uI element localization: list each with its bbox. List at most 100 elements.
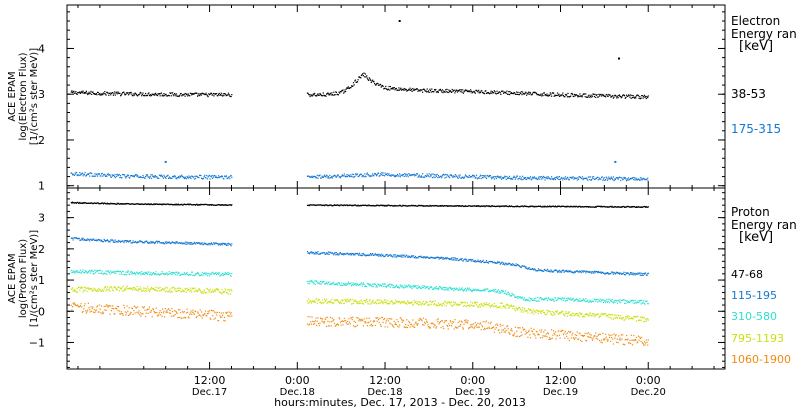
data-point (114, 286, 116, 288)
data-point (152, 203, 155, 205)
data-point (231, 272, 233, 275)
data-point (502, 305, 504, 308)
data-point (76, 93, 78, 95)
data-point (605, 206, 607, 208)
data-point (214, 176, 216, 178)
data-point (189, 242, 191, 244)
data-point (401, 254, 403, 256)
data-point (543, 311, 545, 313)
data-point (518, 178, 520, 180)
data-point (410, 302, 412, 304)
data-point (633, 179, 635, 181)
data-point (535, 270, 537, 272)
data-point (391, 174, 393, 176)
data-point (609, 94, 611, 96)
data-point (513, 305, 515, 307)
data-point (209, 204, 211, 206)
data-point (139, 312, 141, 314)
data-point (593, 270, 595, 272)
data-point (153, 288, 155, 290)
data-point (309, 176, 311, 178)
data-point (72, 287, 74, 289)
data-point (122, 285, 124, 287)
data-point (147, 242, 149, 244)
data-point (168, 95, 170, 97)
data-point (495, 93, 497, 95)
data-point (563, 271, 565, 273)
data-point (362, 75, 364, 77)
data-point (621, 299, 623, 301)
data-point (168, 203, 170, 205)
data-point (145, 288, 147, 290)
data-point (599, 205, 601, 208)
data-point (497, 176, 499, 178)
data-point (406, 286, 408, 288)
data-point (558, 95, 561, 97)
data-point (403, 87, 405, 90)
data-point (401, 88, 403, 90)
data-point (634, 274, 636, 276)
data-point (510, 305, 512, 307)
data-point (109, 241, 111, 243)
data-point (326, 298, 328, 300)
data-point (564, 206, 566, 208)
data-point (358, 284, 360, 286)
data-point (184, 243, 186, 245)
data-point (492, 92, 494, 94)
data-point (374, 283, 376, 285)
data-point (115, 241, 117, 243)
data-point (130, 271, 132, 273)
data-point (416, 173, 418, 175)
data-point (312, 251, 314, 253)
data-point (229, 204, 231, 206)
data-point (116, 270, 118, 272)
data-point (218, 272, 220, 274)
data-point (349, 174, 351, 176)
data-point (108, 174, 110, 176)
data-point (151, 274, 153, 276)
data-point (130, 91, 132, 93)
data-point (225, 244, 227, 246)
data-point (203, 289, 205, 291)
data-point (339, 252, 341, 254)
data-point (210, 273, 212, 275)
data-point (77, 291, 79, 293)
data-point (554, 177, 556, 179)
data-point (404, 89, 406, 91)
data-point (307, 282, 309, 285)
data-point (437, 175, 439, 177)
data-point (330, 301, 332, 304)
data-point (349, 283, 351, 285)
data-point (435, 286, 437, 288)
data-point (98, 93, 101, 95)
data-point (383, 204, 385, 206)
data-point (179, 242, 181, 244)
data-point (582, 271, 584, 273)
data-point (410, 255, 412, 257)
data-point (182, 289, 184, 291)
data-point (356, 173, 359, 175)
data-point (124, 176, 126, 178)
data-point (371, 285, 373, 287)
data-point (189, 177, 191, 179)
data-point (157, 240, 159, 242)
data-point (547, 270, 549, 272)
data-point (193, 176, 195, 178)
data-point (477, 177, 479, 179)
data-point (153, 93, 155, 95)
data-point (399, 255, 401, 258)
data-point (199, 288, 201, 290)
data-point (475, 89, 477, 91)
data-point (445, 257, 447, 259)
data-point (544, 269, 546, 271)
data-point (564, 96, 566, 98)
data-point (77, 174, 79, 176)
data-point (606, 301, 609, 303)
data-point (643, 321, 645, 323)
data-point (164, 243, 166, 245)
data-point (393, 87, 395, 89)
data-point (460, 258, 462, 260)
data-point (397, 89, 399, 91)
data-point (164, 273, 166, 275)
data-point (114, 272, 116, 274)
